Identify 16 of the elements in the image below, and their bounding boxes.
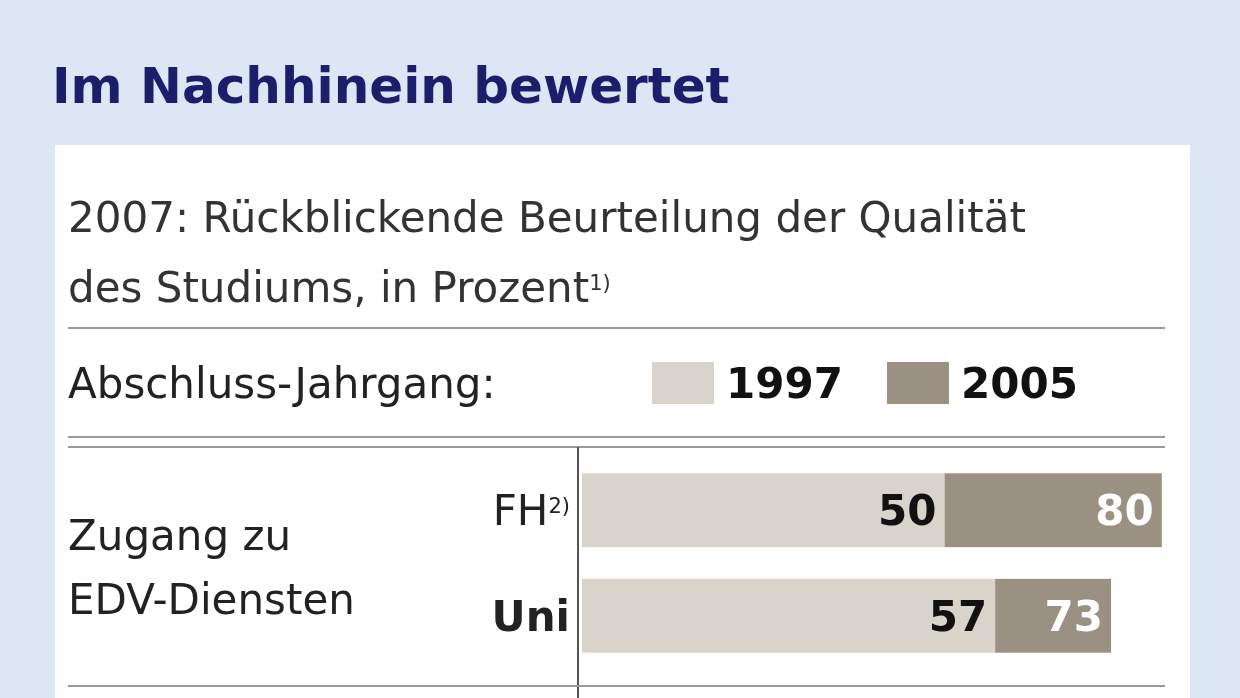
bar	[995, 578, 1112, 653]
total-label: 73	[1044, 591, 1104, 641]
bar	[944, 473, 1162, 548]
legend-label: 2005	[961, 359, 1078, 408]
legend-title: Abschluss-Jahrgang:	[68, 359, 496, 408]
y-tick-label: FH$^{2)}$	[492, 486, 570, 536]
data-label: 50	[877, 486, 937, 536]
data-label: 57	[928, 591, 988, 641]
legend-label: 1997	[726, 359, 843, 408]
chart-title: Im Nachhinein bewertet	[52, 57, 730, 115]
bar	[582, 473, 945, 548]
chart-subtitle: 2007: Rückblickende Beurteilung der Qualität des Studiums, in Prozent$^{1)}$	[68, 193, 1026, 312]
bar	[582, 578, 996, 653]
total-label: 80	[1095, 486, 1154, 536]
text: Zugang zu EDV-Diensten	[68, 511, 355, 624]
y-tick-label: Uni	[491, 591, 570, 641]
